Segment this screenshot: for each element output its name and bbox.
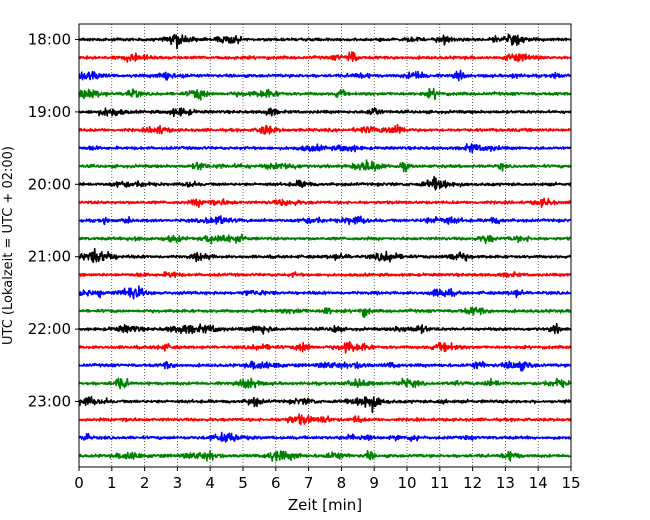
seismogram-trace-2315	[78, 413, 572, 426]
seismogram-trace-2000	[78, 175, 572, 191]
x-gridlines	[111, 24, 539, 467]
x-tick-label: 8	[337, 474, 347, 492]
y-tick-label: 20:00	[28, 175, 71, 193]
seismogram-traces	[78, 33, 572, 462]
x-axis: 0 1 2 3 4 5 6 7 8 9 10 11 12 13 14 15	[74, 467, 581, 492]
seismogram-trace-2330	[78, 431, 572, 443]
x-tick-label: 6	[271, 474, 281, 492]
seismogram-trace-2345	[78, 449, 572, 462]
x-tick-label: 0	[74, 474, 84, 492]
seismogram-trace-1930	[78, 143, 572, 154]
x-tick-label: 13	[496, 474, 515, 492]
seismogram-trace-2215	[78, 340, 572, 354]
x-axis-label: Zeit [min]	[288, 496, 362, 514]
seismogram-trace-2300	[78, 395, 572, 414]
y-tick-label: 18:00	[28, 31, 71, 49]
seismogram-trace-2030	[78, 215, 572, 226]
seismogram-trace-1945	[78, 159, 572, 173]
seismogram-trace-2115	[78, 271, 572, 279]
x-tick-label: 14	[529, 474, 548, 492]
seismogram-trace-1900	[78, 107, 572, 117]
x-tick-label: 4	[205, 474, 215, 492]
x-tick-label: 7	[304, 474, 314, 492]
y-tick-label: 22:00	[28, 320, 71, 338]
y-tick-label: 21:00	[28, 248, 71, 266]
x-tick-label: 10	[397, 474, 416, 492]
y-tick-label: 19:00	[28, 103, 71, 121]
y-tick-label: 23:00	[28, 393, 71, 411]
x-tick-label: 3	[173, 474, 183, 492]
x-tick-label: 9	[369, 474, 379, 492]
plot-frame	[78, 23, 572, 468]
seismogram-trace-2100	[78, 247, 572, 264]
seismogram-trace-2245	[78, 377, 572, 390]
seismogram-trace-2200	[78, 322, 572, 335]
y-axis: 18:00 19:00 20:00 21:00 22:00 23:00	[28, 31, 79, 411]
seismogram-trace-1915	[78, 123, 572, 135]
x-tick-label: 5	[238, 474, 248, 492]
y-axis-label: UTC (Lokalzeit = UTC + 02:00)	[1, 146, 16, 345]
seismogram-trace-2130	[78, 285, 572, 300]
x-tick-label: 11	[430, 474, 449, 492]
seismogram-trace-1845	[78, 87, 572, 101]
seismogram-trace-2015	[78, 197, 572, 208]
seismogram-trace-1815	[78, 51, 572, 63]
x-tick-label: 1	[107, 474, 117, 492]
x-tick-label: 15	[561, 474, 580, 492]
x-tick-label: 12	[463, 474, 482, 492]
seismogram-trace-2145	[78, 306, 572, 319]
seismogram-trace-1800	[78, 33, 572, 50]
seismogram-trace-1830	[78, 69, 572, 82]
seismogram-trace-2230	[78, 360, 572, 372]
seismogram-trace-2045	[78, 233, 572, 245]
x-tick-label: 2	[140, 474, 150, 492]
